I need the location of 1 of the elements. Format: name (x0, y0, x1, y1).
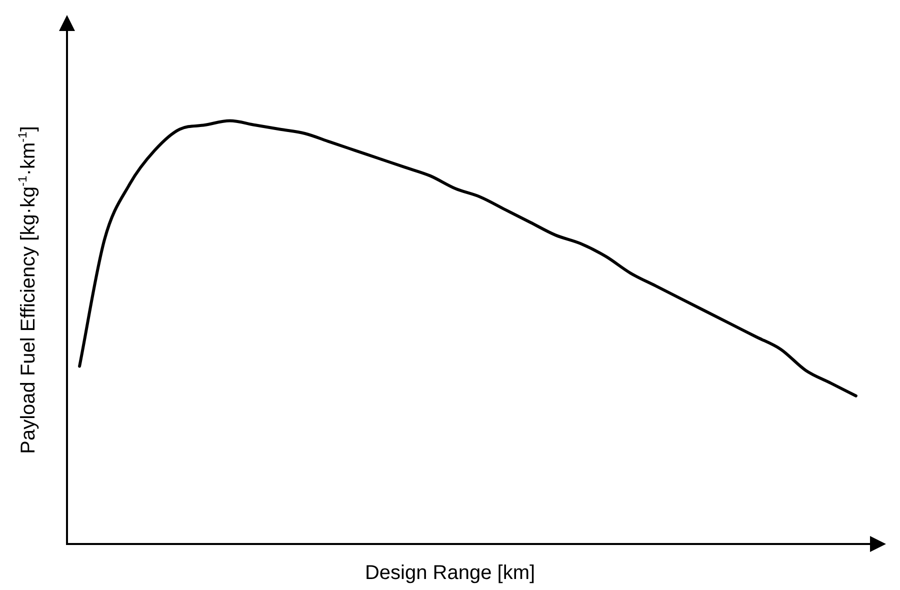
x-axis-title: Design Range [km] (364, 562, 536, 585)
